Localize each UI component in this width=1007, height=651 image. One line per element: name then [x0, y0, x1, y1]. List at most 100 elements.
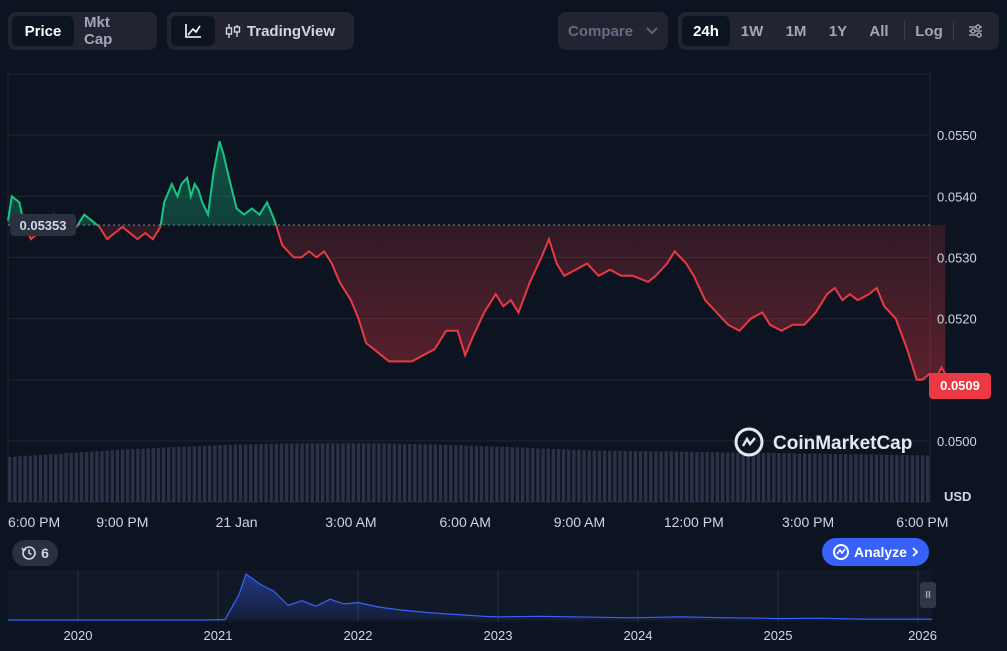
volume-bar: [484, 446, 489, 502]
line-chart-icon: [185, 24, 201, 38]
volume-bar: [366, 443, 371, 502]
volume-bar: [541, 448, 545, 502]
x-tick-label: 3:00 PM: [782, 514, 834, 530]
volume-bar: [592, 450, 597, 502]
volume-bar: [413, 444, 417, 502]
volume-bar: [100, 450, 104, 502]
volume-bar: [628, 450, 632, 502]
navigator-handle[interactable]: II: [920, 582, 936, 608]
chevron-down-icon: [646, 27, 658, 35]
y-axis-unit: USD: [944, 489, 971, 504]
history-badge[interactable]: 6: [12, 540, 58, 566]
volume-bar: [131, 449, 135, 502]
volume-bar: [905, 455, 909, 502]
volume-bar: [731, 452, 735, 502]
volume-bar: [854, 454, 858, 502]
volume-bar: [125, 449, 130, 502]
tradingview-label: TradingView: [246, 22, 335, 40]
volume-bar: [572, 449, 576, 502]
range-all[interactable]: All: [869, 22, 889, 40]
line-chart-button[interactable]: [171, 16, 215, 46]
range-24h[interactable]: 24h: [682, 16, 730, 46]
volume-bar: [915, 455, 920, 502]
y-tick-label: 0.0550: [937, 128, 977, 143]
volume-bar: [59, 453, 63, 502]
volume-bar: [500, 446, 504, 502]
y-tick-label: 0.0530: [937, 250, 977, 265]
chevron-right-icon: [912, 547, 919, 557]
year-label: 2024: [624, 628, 653, 643]
volume-bar: [746, 452, 750, 502]
volume-bar: [443, 444, 448, 502]
volume-bar: [684, 451, 689, 502]
volume-bar: [320, 443, 325, 502]
tab-price[interactable]: Price: [12, 16, 74, 46]
volume-bar: [633, 451, 638, 502]
year-label: 2020: [64, 628, 93, 643]
volume-bar: [479, 446, 484, 502]
volume-bar: [546, 448, 550, 502]
tab-market-cap[interactable]: Mkt Cap: [84, 14, 113, 48]
volume-bar: [228, 444, 232, 502]
volume-bar: [428, 444, 432, 502]
volume-bar: [295, 443, 299, 502]
volume-bar: [782, 453, 786, 502]
volume-bar: [433, 444, 438, 502]
volume-bar: [23, 455, 27, 502]
volume-bar: [13, 456, 17, 502]
volume-bar: [259, 444, 263, 502]
x-tick-label: 9:00 PM: [96, 514, 148, 530]
volume-bar: [833, 454, 838, 502]
analyze-button[interactable]: Analyze: [822, 538, 929, 566]
range-1m[interactable]: 1M: [785, 22, 807, 40]
volume-bar: [515, 447, 520, 502]
volume-bar: [392, 443, 397, 502]
settings-divider: [953, 21, 954, 41]
volume-bar: [161, 447, 166, 502]
volume-bar: [802, 453, 807, 502]
volume-bar: [715, 452, 720, 502]
volume-bar: [274, 443, 279, 502]
price-line-below: [23, 225, 947, 382]
volume-bar: [695, 451, 699, 502]
chart-settings-button[interactable]: [958, 16, 992, 46]
volume-bar: [613, 450, 617, 502]
volume-bar: [243, 444, 248, 502]
range-navigator[interactable]: 2020 2021 2022 2023 2024 2025 2026: [0, 570, 1007, 651]
cmc-watermark-icon: [734, 427, 764, 457]
x-tick-label: 12:00 PM: [664, 514, 724, 530]
volume-bar: [710, 452, 715, 502]
volume-bar: [336, 443, 340, 502]
volume-bar: [736, 452, 740, 502]
range-1y[interactable]: 1Y: [828, 22, 848, 40]
x-axis-ticks: 6:00 PM 9:00 PM 21 Jan 3:00 AM 6:00 AM 9:00 A…: [8, 514, 948, 530]
range-divider: [904, 21, 905, 41]
volume-bar: [305, 443, 309, 502]
volume-bar: [813, 453, 817, 502]
range-1w[interactable]: 1W: [740, 22, 764, 40]
volume-bar: [387, 443, 391, 502]
x-tick-label: 9:00 AM: [554, 514, 605, 530]
current-price-tag: 0.0509: [929, 372, 991, 399]
volume-bar: [787, 453, 791, 502]
volume-bar: [84, 451, 89, 502]
volume-bar: [536, 448, 540, 502]
volume-bar: [741, 452, 745, 502]
volume-bar: [233, 444, 238, 502]
navigator-area: [8, 574, 932, 620]
volume-bar: [700, 452, 704, 502]
volume-bar: [525, 447, 530, 502]
volume-bar: [156, 447, 161, 502]
volume-bar: [597, 450, 602, 502]
log-toggle[interactable]: Log: [915, 22, 943, 40]
tradingview-button[interactable]: TradingView: [215, 16, 345, 46]
chart-style-toggle: TradingView: [167, 12, 354, 50]
volume-bar: [249, 444, 253, 502]
volume-bar: [146, 448, 150, 502]
compare-dropdown[interactable]: Compare: [558, 12, 668, 50]
volume-bar: [49, 454, 53, 502]
volume-bar: [90, 451, 94, 502]
volume-bar: [890, 454, 894, 502]
volume-bar: [264, 443, 268, 502]
